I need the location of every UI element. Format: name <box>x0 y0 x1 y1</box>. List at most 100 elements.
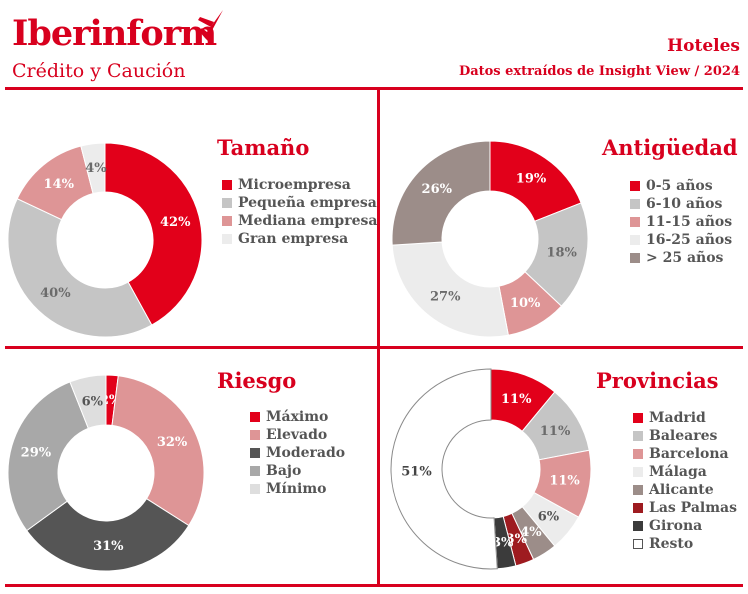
legend-swatch <box>222 216 232 226</box>
chart-panel-tamano: 42% 40% 14% 4% Tamaño Microempresa Pequeña e… <box>0 90 377 346</box>
data-label-gran-empresa: 4% <box>85 161 107 176</box>
legend-label: Málaga <box>649 464 707 480</box>
donut-chart-antiguedad: 19% 18% 10% 27% 26% <box>391 140 589 338</box>
legend-swatch <box>630 199 640 209</box>
legend-swatch <box>250 430 260 440</box>
legend-swatch <box>633 521 643 531</box>
legend-label: Barcelona <box>649 446 729 462</box>
legend-item-gran-empresa: Gran empresa <box>222 230 377 248</box>
legend-swatch <box>630 217 640 227</box>
slice-microempresa <box>104 142 203 326</box>
slice-elevado <box>111 375 205 527</box>
data-label-elevado: 32% <box>157 435 188 450</box>
legend-label: Máximo <box>266 409 329 425</box>
chart-title: Tamaño <box>217 135 310 160</box>
legend-label: Moderado <box>266 445 346 461</box>
legend-label: Microempresa <box>238 177 351 193</box>
legend-swatch <box>633 539 643 549</box>
data-label-resto: 51% <box>401 464 432 479</box>
chart-panel-antiguedad: 19% 18% 10% 27% 26% Antigüedad 0-5 años 6-10 … <box>380 90 748 346</box>
legend-item-alicante: Alicante <box>633 481 737 499</box>
legend-item-maximo: Máximo <box>250 408 345 426</box>
legend-item-barcelona: Barcelona <box>633 445 737 463</box>
data-label-microempresa: 42% <box>160 215 191 230</box>
legend-label: Alicante <box>649 482 714 498</box>
legend-item-moderado: Moderado <box>250 444 345 462</box>
slice-pequena-empresa <box>7 198 153 338</box>
legend-item-resto: Resto <box>633 535 737 553</box>
data-label-bajo: 29% <box>21 446 52 461</box>
chart-legend: Microempresa Pequeña empresa Mediana empre… <box>222 176 377 248</box>
slice-bajo <box>7 381 89 532</box>
slice-0-5-anos <box>489 140 582 222</box>
donut-chart-tamano: 42% 40% 14% 4% <box>7 142 203 338</box>
legend-item-6-10-anos: 6-10 años <box>630 195 732 213</box>
legend-swatch <box>633 413 643 423</box>
vertical-divider <box>377 87 380 587</box>
header-divider <box>5 87 743 90</box>
donut-chart-provincias: 11%11%11%6%4%3%3%51% <box>390 368 592 570</box>
data-label-pequena-empresa: 40% <box>40 286 71 301</box>
legend-label: Madrid <box>649 410 706 426</box>
legend-swatch <box>633 467 643 477</box>
chart-title: Provincias <box>596 368 719 393</box>
brand-tagline: Crédito y Caución <box>12 60 186 82</box>
legend-swatch <box>250 484 260 494</box>
legend-item-0-5-anos: 0-5 años <box>630 177 732 195</box>
data-label-16-25-anos: 27% <box>430 290 461 305</box>
legend-swatch <box>630 235 640 245</box>
slice-moderado <box>26 498 190 572</box>
legend-label: Mediana empresa <box>238 213 378 229</box>
data-label-mediana-empresa: 14% <box>44 177 75 192</box>
data-label-moderado: 31% <box>93 539 124 554</box>
legend-item-mediana-empresa: Mediana empresa <box>222 212 377 230</box>
legend-swatch <box>250 466 260 476</box>
chart-panel-riesgo: 2% 32% 31% 29% 6% Riesgo Máximo Elevado Modera… <box>0 349 377 584</box>
legend-label: 16-25 años <box>646 232 733 248</box>
legend-item-16-25-anos: 16-25 años <box>630 231 732 249</box>
legend-label: Mínimo <box>266 481 327 497</box>
legend-swatch <box>630 253 640 263</box>
legend-item-11-15-anos: 11-15 años <box>630 213 732 231</box>
legend-swatch <box>222 234 232 244</box>
middle-divider <box>5 346 743 349</box>
chart-legend: Madrid Baleares Barcelona Málaga Alicante Las… <box>633 409 737 553</box>
data-label-madrid: 11% <box>501 392 532 407</box>
legend-item-microempresa: Microempresa <box>222 176 377 194</box>
legend-label: Gran empresa <box>238 231 349 247</box>
legend-item-las-palmas: Las Palmas <box>633 499 737 517</box>
donut-chart-riesgo: 2%32%31%29%6% <box>7 374 205 572</box>
data-label-girona: 3% <box>492 536 514 551</box>
legend-label: Las Palmas <box>649 500 737 516</box>
legend-item-pequena-empresa: Pequeña empresa <box>222 194 377 212</box>
plane-logo-icon <box>198 10 223 43</box>
legend-swatch <box>633 431 643 441</box>
data-label-barcelona: 11% <box>549 474 580 489</box>
data-label-25-anos: 26% <box>422 182 453 197</box>
legend-swatch <box>630 181 640 191</box>
legend-swatch <box>633 485 643 495</box>
legend-label: 11-15 años <box>646 214 733 230</box>
legend-label: 0-5 años <box>646 178 713 194</box>
data-label-las-palmas: 3% <box>506 532 528 547</box>
legend-item-malaga: Málaga <box>633 463 737 481</box>
legend-label: 6-10 años <box>646 196 723 212</box>
legend-item-madrid: Madrid <box>633 409 737 427</box>
slice-resto <box>390 368 498 570</box>
brand-logo-text: Iberinform <box>12 13 217 54</box>
legend-item-25-anos: > 25 años <box>630 249 732 267</box>
legend-swatch <box>222 198 232 208</box>
legend-label: > 25 años <box>646 250 724 266</box>
data-label-0-5-anos: 19% <box>516 172 547 187</box>
chart-legend: 0-5 años 6-10 años 11-15 años 16-25 años > 2… <box>630 177 732 267</box>
legend-swatch <box>222 180 232 190</box>
slice-minimo <box>69 374 107 430</box>
chart-legend: Máximo Elevado Moderado Bajo Mínimo <box>250 408 345 498</box>
legend-swatch <box>633 449 643 459</box>
legend-label: Bajo <box>266 463 302 479</box>
data-label-minimo: 6% <box>82 394 104 409</box>
data-label-11-15-anos: 10% <box>510 296 541 311</box>
chart-title: Riesgo <box>217 368 297 393</box>
legend-label: Resto <box>649 536 694 552</box>
legend-label: Baleares <box>649 428 718 444</box>
